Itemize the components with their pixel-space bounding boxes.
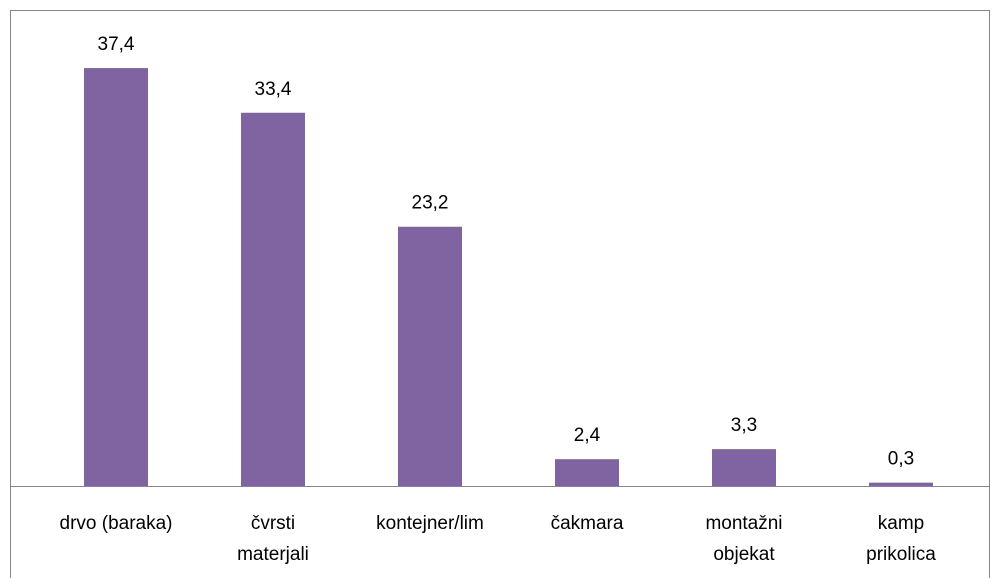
value-label: 2,4 bbox=[574, 425, 601, 446]
value-label: 0,3 bbox=[888, 449, 914, 470]
chart-border bbox=[10, 10, 990, 578]
value-label: 33,4 bbox=[255, 79, 292, 100]
x-tick-label: montažni objekat bbox=[705, 513, 783, 565]
x-tick-label: kamp prikolica bbox=[866, 513, 936, 565]
bar bbox=[84, 68, 148, 487]
x-tick-label: čvrsti materjali bbox=[237, 513, 309, 565]
bar bbox=[398, 226, 462, 487]
x-tick-label: čakmara bbox=[550, 513, 624, 534]
value-label: 3,3 bbox=[731, 415, 757, 436]
value-label: 37,4 bbox=[98, 34, 135, 55]
x-tick-label: kontejner/lim bbox=[376, 513, 484, 534]
x-tick-label: drvo (baraka) bbox=[59, 513, 173, 534]
bar bbox=[712, 449, 776, 486]
bar bbox=[555, 459, 619, 486]
value-label: 23,2 bbox=[412, 193, 449, 214]
bar bbox=[869, 482, 933, 486]
bar bbox=[241, 112, 305, 486]
